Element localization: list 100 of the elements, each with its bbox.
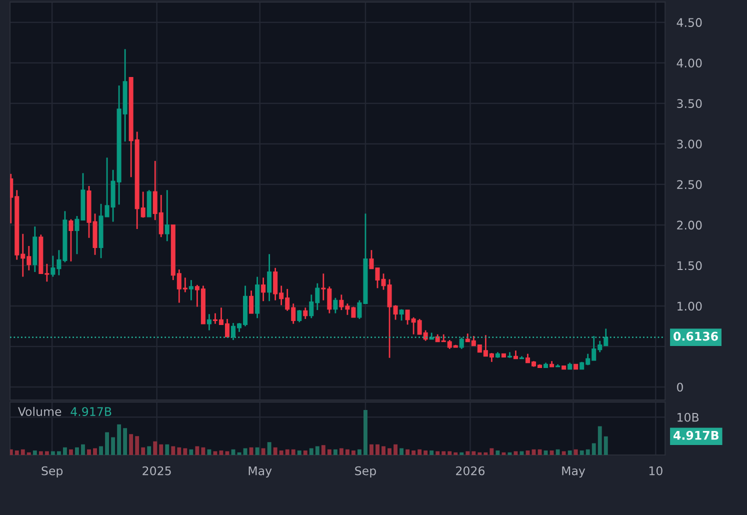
bar: [56, 451, 61, 455]
y-tick-label: 1.00: [678, 302, 702, 311]
bar: [62, 447, 67, 455]
y-tick-label: 3.00: [677, 140, 702, 149]
bar: [400, 448, 404, 455]
candlestick: [267, 253, 272, 302]
bar: [75, 447, 79, 455]
bar: [201, 447, 206, 455]
bar: [153, 441, 158, 455]
bar: [297, 450, 302, 455]
bar: [357, 449, 362, 455]
bar: [424, 450, 428, 455]
bar: [418, 449, 422, 455]
bar: [508, 452, 512, 455]
bar: [442, 451, 446, 455]
bar: [574, 449, 578, 455]
y-tick-label: 3.50: [677, 99, 702, 108]
bar: [165, 444, 170, 455]
x-tick-label: May: [248, 466, 272, 478]
bar: [466, 451, 470, 455]
bar: [171, 446, 176, 455]
bar: [105, 432, 110, 455]
y-tick-label: 0: [677, 382, 683, 392]
bar: [273, 447, 278, 455]
bar: [81, 444, 85, 455]
y-tick-label: 10B: [678, 412, 699, 422]
bar: [87, 449, 91, 455]
bar: [117, 424, 122, 455]
bar: [303, 450, 308, 455]
bar: [436, 451, 440, 455]
bar: [478, 452, 482, 455]
bar: [255, 447, 260, 455]
text: 4.917B: [674, 430, 718, 440]
bar: [111, 437, 116, 455]
bar: [454, 452, 458, 455]
x-tick-label: 2026: [456, 466, 485, 476]
bar: [412, 450, 416, 455]
candlestick: [297, 309, 302, 323]
candlestick: [333, 297, 338, 314]
ref-line-label: 0.6136: [674, 332, 718, 341]
y-tick-label: 2.50: [677, 180, 702, 190]
bar: [568, 450, 572, 455]
bar: [99, 446, 103, 455]
bar: [598, 426, 602, 455]
bar: [382, 446, 386, 455]
x-tick-label: Sep: [42, 466, 63, 478]
bar: [14, 450, 19, 455]
bar: [159, 444, 164, 455]
bar: [315, 446, 320, 455]
bar: [309, 448, 314, 455]
bar: [351, 450, 356, 455]
y-tick-label: 4.50: [676, 18, 702, 27]
bar: [225, 451, 230, 455]
bar: [243, 448, 248, 455]
bar: [604, 436, 608, 455]
bar: [291, 449, 296, 455]
x-tick-label: 2025: [142, 466, 171, 476]
y-tick-label: 2.00: [677, 220, 702, 230]
bar: [213, 451, 218, 455]
bar: [333, 449, 338, 455]
bar: [550, 450, 554, 455]
bar: [388, 448, 392, 455]
bar: [141, 447, 146, 455]
bar: [285, 449, 290, 455]
bar: [68, 449, 73, 455]
bar: [183, 448, 188, 455]
bar: [496, 450, 500, 455]
bar: [544, 450, 548, 455]
bar: [514, 451, 518, 455]
bar: [26, 452, 31, 455]
bar: [44, 451, 49, 455]
bar: [520, 451, 524, 455]
bar: [249, 447, 254, 455]
bar: [207, 449, 212, 455]
bar: [490, 448, 494, 455]
bar: [267, 442, 272, 455]
bar: [345, 449, 350, 455]
bar: [586, 449, 590, 455]
bar: [147, 446, 152, 455]
bar: [376, 444, 380, 455]
bar: [261, 448, 266, 455]
bar: [394, 444, 398, 455]
bar: [592, 443, 596, 455]
bar: [580, 450, 584, 455]
bar: [448, 451, 452, 455]
bar: [50, 451, 55, 455]
candlestick: [459, 336, 464, 350]
bar: [327, 449, 332, 455]
bar: [321, 445, 326, 455]
bar: [370, 444, 374, 455]
candlestick: [261, 276, 266, 302]
candlestick: [249, 290, 254, 314]
bar: [195, 446, 200, 455]
bar: [339, 448, 344, 455]
bar: [279, 450, 284, 455]
bar: [430, 450, 434, 455]
bar: [20, 449, 25, 455]
annotation: 4.917B: [70, 407, 112, 416]
bar: [472, 451, 476, 455]
candlestick: [188, 279, 194, 302]
